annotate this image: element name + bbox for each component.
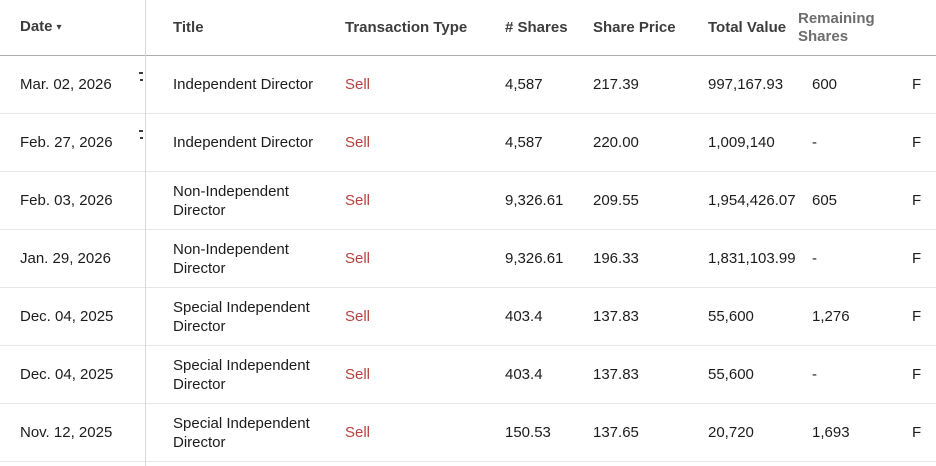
column-header-title[interactable]: Title (145, 0, 345, 56)
column-header-total-value[interactable]: Total Value (708, 0, 798, 56)
total-value-cell: 997,167.93 (708, 55, 798, 114)
date-cell: Dec. 04, 2025 (0, 287, 145, 346)
column-header-share-price[interactable]: Share Price (593, 0, 708, 56)
date-cell: Mar. 02, 2026 (0, 55, 145, 114)
share-price-cell: 137.83 (593, 345, 708, 404)
transaction-type-cell: Sell (345, 113, 505, 172)
filing-link-clipped[interactable]: F (912, 345, 936, 404)
share-price-cell: 209.55 (593, 171, 708, 230)
clipped-text-fragment (139, 129, 144, 139)
transaction-type-cell: Sell (345, 403, 505, 462)
transaction-type-cell: Sell (345, 229, 505, 288)
share-price-cell: 137.83 (593, 287, 708, 346)
shares-cell: 9,326.61 (505, 229, 593, 288)
filing-link-clipped[interactable]: F (912, 171, 936, 230)
shares-cell: 403.4 (505, 287, 593, 346)
total-value-cell: 1,954,426.07 (708, 171, 798, 230)
title-cell: Independent Director (145, 55, 345, 114)
remaining-shares-cell: - (798, 113, 912, 172)
remaining-shares-cell: 1,276 (798, 287, 912, 346)
transaction-type-cell: Sell (345, 171, 505, 230)
filing-link-clipped[interactable]: F (912, 55, 936, 114)
title-cell: Independent Director (145, 113, 345, 172)
column-header-transaction-type[interactable]: Transaction Type (345, 0, 505, 56)
table-row: Nov. 12, 2025 Special Independent Direct… (0, 403, 936, 462)
date-cell: Jan. 29, 2026 (0, 229, 145, 288)
title-cell: Non-Independent Director (145, 229, 345, 288)
column-header-date-label: Date (20, 18, 53, 35)
title-cell: Special Independent Director (145, 287, 345, 346)
title-cell: Special Independent Director (145, 345, 345, 404)
filing-link-clipped[interactable]: F (912, 229, 936, 288)
remaining-shares-cell: - (798, 345, 912, 404)
date-cell: Dec. 04, 2025 (0, 345, 145, 404)
remaining-shares-cell: 605 (798, 171, 912, 230)
date-cell: Nov. 12, 2025 (0, 403, 145, 462)
remaining-shares-cell: - (798, 229, 912, 288)
total-value-cell: 55,600 (708, 345, 798, 404)
sort-descending-icon: ▾ (56, 22, 62, 33)
total-value-cell: 55,600 (708, 287, 798, 346)
column-header-shares[interactable]: # Shares (505, 0, 593, 56)
filing-link-clipped[interactable]: F (912, 287, 936, 346)
shares-cell: 150.53 (505, 403, 593, 462)
shares-cell: 9,326.61 (505, 171, 593, 230)
title-cell: Non-Independent Director (145, 171, 345, 230)
title-cell: Special Independent Director (145, 403, 345, 462)
table-row: Dec. 04, 2025 Special Independent Direct… (0, 287, 936, 346)
table-row: Mar. 02, 2026 Independent Director Sell … (0, 55, 936, 114)
column-header-remaining-shares[interactable]: Remaining Shares (798, 0, 912, 56)
date-cell: Feb. 03, 2026 (0, 171, 145, 230)
remaining-shares-cell: 600 (798, 55, 912, 114)
remaining-shares-cell: 1,693 (798, 403, 912, 462)
clipped-text-fragment (139, 71, 144, 81)
table-row: Dec. 04, 2025 Special Independent Direct… (0, 345, 936, 404)
total-value-cell: 1,831,103.99 (708, 229, 798, 288)
shares-cell: 403.4 (505, 345, 593, 404)
total-value-cell: 1,009,140 (708, 113, 798, 172)
filing-link-clipped[interactable]: F (912, 113, 936, 172)
share-price-cell: 217.39 (593, 55, 708, 114)
table-row: Jan. 29, 2026 Non-Independent Director S… (0, 229, 936, 288)
table-row: Feb. 27, 2026 Independent Director Sell … (0, 113, 936, 172)
column-divider-line (145, 0, 146, 466)
share-price-cell: 196.33 (593, 229, 708, 288)
table-header-row: Date ▾ Title Transaction Type # Shares Sh… (0, 0, 936, 56)
share-price-cell: 137.65 (593, 403, 708, 462)
transaction-type-cell: Sell (345, 55, 505, 114)
table-row: Feb. 03, 2026 Non-Independent Director S… (0, 171, 936, 230)
column-header-date[interactable]: Date ▾ (0, 0, 145, 56)
total-value-cell: 20,720 (708, 403, 798, 462)
shares-cell: 4,587 (505, 113, 593, 172)
date-cell: Feb. 27, 2026 (0, 113, 145, 172)
column-header-filing (912, 0, 936, 56)
transaction-type-cell: Sell (345, 287, 505, 346)
transaction-type-cell: Sell (345, 345, 505, 404)
shares-cell: 4,587 (505, 55, 593, 114)
filing-link-clipped[interactable]: F (912, 403, 936, 462)
share-price-cell: 220.00 (593, 113, 708, 172)
